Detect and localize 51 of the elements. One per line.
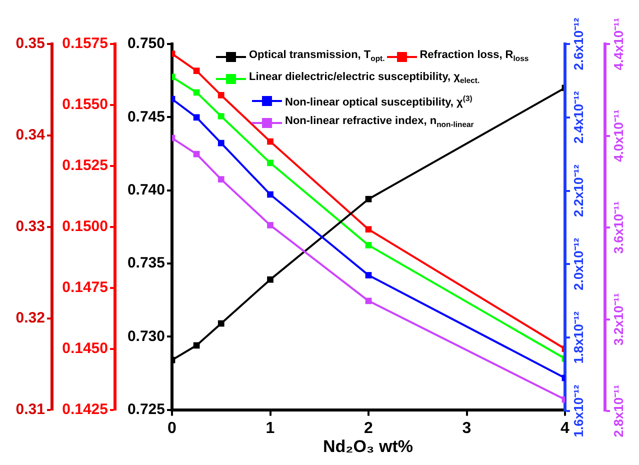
y2-tick-label: 0.1425: [62, 400, 108, 418]
point: [267, 160, 274, 166]
point: [365, 196, 372, 202]
point: [193, 68, 200, 74]
point: [218, 113, 224, 120]
y-tick-label: 2.0x10⁻¹²: [571, 237, 586, 290]
legend-label: Optical transmission, T$_{opt.}$: [249, 48, 385, 66]
y2-tick-label: 3.6x10⁻¹¹: [611, 201, 626, 254]
y2-tick-label: 4.4x10⁻¹¹: [611, 18, 626, 70]
point: [218, 320, 224, 327]
x-tick-label: 3: [462, 420, 472, 437]
point: [365, 242, 372, 248]
y-tick-label: 0.750: [127, 35, 165, 52]
y2-tick-label: 0.1525: [62, 157, 108, 174]
point: [193, 342, 200, 349]
y2-tick-label: 3.2x10⁻¹¹: [611, 293, 626, 346]
x-tick-label: 4: [560, 420, 570, 437]
y2-tick-label: 0.1450: [62, 340, 108, 357]
point: [365, 226, 372, 233]
y3-tick-label: 0.33: [16, 218, 45, 236]
legend-label: Linear dielectric/electric susceptibility, χ$_{elect.}$: [249, 70, 480, 88]
x-tick-label: 1: [266, 420, 275, 437]
y3-tick-label: 0.31: [16, 400, 45, 418]
y2-tick-label: 0.1475: [62, 279, 108, 296]
y2-tick-label: 4.0x10⁻¹¹: [611, 110, 626, 162]
y2-tick-label: 0.1500: [62, 218, 108, 236]
point: [267, 276, 274, 283]
y2-tick-label: 0.1550: [62, 96, 108, 114]
x-tick-label: 0: [168, 420, 177, 437]
y-tick-label: 2.4x10⁻¹²: [571, 90, 586, 144]
y-tick-label: 2.2x10⁻¹²: [571, 164, 586, 218]
y-tick-label: 0.730: [127, 328, 165, 345]
x-axis-title: Nd₂O₃ wt%: [322, 437, 414, 457]
y3-tick-label: 0.35: [16, 35, 45, 52]
y-tick-label: 0.725: [127, 400, 165, 418]
y-tick-label: 1.6x10⁻¹²: [571, 384, 586, 438]
y3-tick-label: 0.34: [16, 126, 46, 144]
y-tick-label: 0.735: [127, 254, 165, 272]
x-tick-label: 2: [364, 420, 374, 437]
y2-tick-label: 0.1575: [62, 35, 108, 52]
y-tick-label: 0.740: [127, 181, 165, 198]
point: [267, 138, 274, 145]
y-tick-label: 1.8x10⁻¹²: [571, 310, 586, 364]
y3-tick-label: 0.32: [16, 309, 45, 326]
legend-label: Non-linear optical susceptibility, χ$^{(3)}$: [285, 93, 472, 112]
legend-label: Non-linear refractive index, n$_{non-linear}$: [285, 114, 474, 132]
y-tick-label: 2.6x10⁻¹²: [571, 17, 586, 70]
legend-label: Refraction loss, R$_{loss}$: [420, 48, 529, 66]
y-tick-label: 0.745: [127, 108, 165, 126]
point: [218, 92, 224, 98]
y2-tick-label: 2.8x10⁻¹¹: [611, 384, 626, 438]
